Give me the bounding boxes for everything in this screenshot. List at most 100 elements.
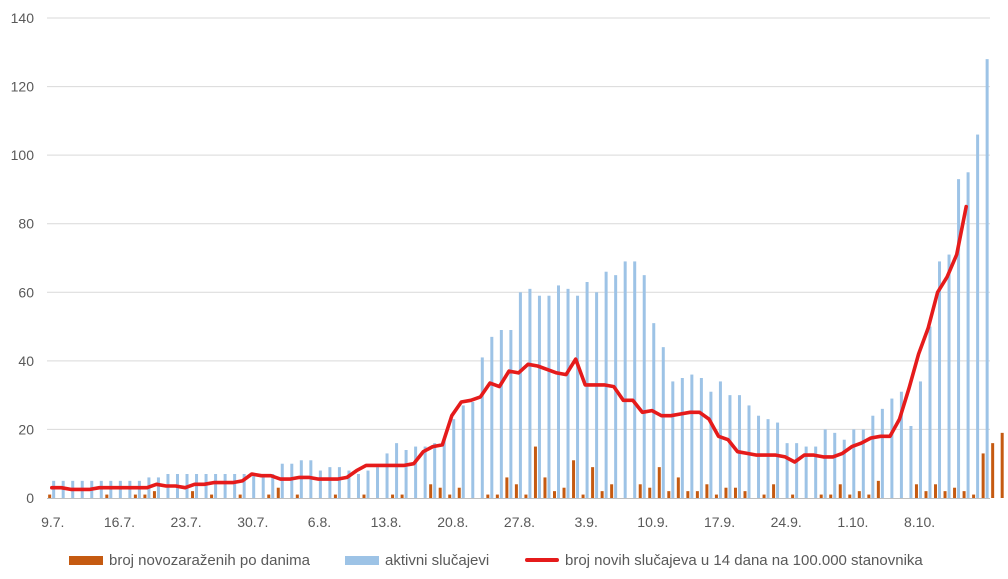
active-cases-bar (776, 422, 780, 498)
y-tick-label: 140 (11, 10, 35, 26)
new-cases-bar (772, 484, 776, 498)
y-tick-label: 20 (18, 421, 34, 437)
x-tick-label: 13.8. (371, 514, 402, 530)
new-cases-bar (495, 494, 499, 498)
new-cases-bar (362, 494, 366, 498)
new-cases-bar (152, 491, 156, 498)
active-cases-bar (423, 446, 427, 498)
active-cases-bar (528, 288, 532, 498)
new-cases-bar (610, 484, 614, 498)
legend-swatch-active-cases (345, 555, 379, 565)
y-tick-label: 40 (18, 353, 34, 369)
active-cases-bar (271, 474, 275, 498)
x-tick-label: 10.9. (637, 514, 668, 530)
x-tick-label: 17.9. (704, 514, 735, 530)
y-tick-label: 60 (18, 284, 34, 300)
y-tick-label: 0 (26, 490, 34, 506)
gridlines (47, 17, 990, 430)
active-cases-bar (699, 378, 703, 498)
x-tick-label: 8.10. (904, 514, 935, 530)
new-cases-bar (505, 477, 509, 498)
active-cases-bar (461, 405, 465, 498)
x-tick-label: 24.9. (771, 514, 802, 530)
active-cases-bar (976, 134, 980, 499)
new-cases-bar (876, 480, 880, 498)
active-cases-bar (718, 381, 722, 498)
new-cases-bar (733, 487, 737, 498)
x-axis-ticks: 9.7. 16.7. 23.7. 30.7. 6.8. 13.8. 20.8. 27.8. 3.… (41, 514, 935, 530)
new-cases-bar (191, 491, 195, 498)
active-cases-bar (347, 470, 351, 498)
active-cases-bar (947, 254, 951, 498)
new-cases-bar (600, 491, 604, 498)
new-cases-bar (924, 491, 928, 498)
active-cases-bar (356, 474, 360, 498)
y-tick-label: 100 (11, 147, 35, 163)
new-cases-bar (457, 487, 461, 498)
active-cases-bars (52, 59, 989, 499)
active-cases-bar (880, 408, 884, 498)
new-cases-bar (267, 494, 271, 498)
active-cases-bar (233, 474, 237, 498)
x-tick-label: 3.9. (574, 514, 597, 530)
active-cases-bar (842, 439, 846, 498)
active-cases-bar (547, 295, 551, 498)
active-cases-bar (156, 477, 160, 498)
legend-item-new-cases[interactable]: broj novozaraženih po danima (69, 548, 310, 572)
x-tick-label: 16.7. (104, 514, 135, 530)
new-cases-bar (333, 494, 337, 498)
legend-item-active-cases[interactable]: aktivni slučajevi (345, 548, 489, 572)
active-cases-bar (414, 446, 418, 498)
new-cases-bar (638, 484, 642, 498)
new-cases-bar (562, 487, 566, 498)
new-cases-bar (657, 467, 661, 498)
active-cases-bar (518, 292, 522, 498)
active-cases-bar (433, 443, 437, 498)
active-cases-bar (690, 374, 694, 498)
legend-label-new-cases: broj novozaraženih po danima (109, 551, 310, 569)
active-cases-bar (785, 443, 789, 498)
new-cases-bar (705, 484, 709, 498)
new-cases-bar (553, 491, 557, 498)
active-cases-bar (737, 395, 741, 498)
active-cases-bar (709, 391, 713, 498)
active-cases-bar (728, 395, 732, 498)
active-cases-bar (804, 446, 808, 498)
y-tick-label: 120 (11, 79, 35, 95)
incidence-line (49, 204, 969, 492)
active-cases-bar (566, 288, 570, 498)
active-cases-bar (499, 330, 503, 498)
new-cases-bar (48, 494, 52, 498)
active-cases-bar (223, 474, 227, 498)
new-cases-bars (48, 432, 1004, 498)
active-cases-bar (328, 467, 332, 498)
active-cases-bar (452, 419, 456, 498)
active-cases-bar (490, 336, 494, 498)
legend-item-incidence[interactable]: broj novih slučajeva u 14 dana na 100.00… (525, 548, 923, 572)
new-cases-bar (276, 487, 280, 498)
active-cases-bar (242, 474, 246, 498)
new-cases-bar (743, 491, 747, 498)
new-cases-bar (210, 494, 214, 498)
active-cases-bar (509, 330, 513, 498)
active-cases-bar (957, 179, 961, 498)
new-cases-bar (400, 494, 404, 498)
x-tick-label: 9.7. (41, 514, 64, 530)
new-cases-bar (648, 487, 652, 498)
new-cases-bar (829, 494, 833, 498)
active-cases-bar (204, 474, 208, 498)
new-cases-bar (981, 453, 985, 498)
new-cases-bar (524, 494, 528, 498)
new-cases-bar (819, 494, 823, 498)
active-cases-bar (261, 474, 265, 498)
active-cases-bar (852, 429, 856, 498)
new-cases-bar (686, 491, 690, 498)
active-cases-bar (928, 326, 932, 498)
active-cases-bar (290, 463, 294, 498)
new-cases-bar (429, 484, 433, 498)
active-cases-bar (833, 432, 837, 498)
new-cases-bar (438, 487, 442, 498)
legend-label-incidence: broj novih slučajeva u 14 dana na 100.00… (565, 551, 923, 569)
active-cases-bar (795, 443, 799, 498)
legend-swatch-new-cases (69, 555, 103, 565)
